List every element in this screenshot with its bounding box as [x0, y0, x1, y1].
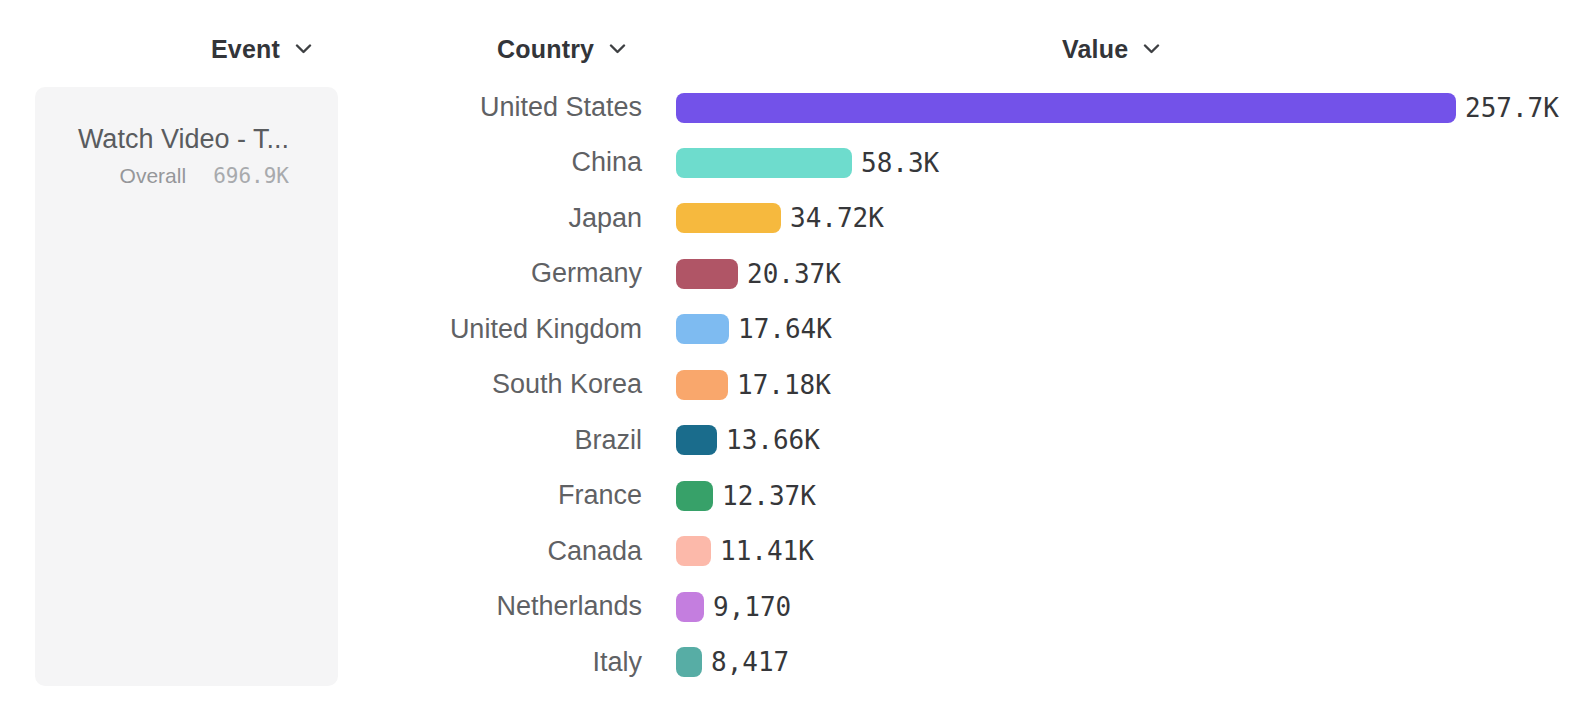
chart-row: Italy 8,417: [0, 634, 1584, 690]
value-bar[interactable]: [676, 93, 1456, 123]
chart-row: Canada 11.41K: [0, 523, 1584, 579]
value-label: 12.37K: [722, 481, 816, 511]
column-header-event-label: Event: [211, 35, 280, 64]
value-label: 9,170: [713, 592, 791, 622]
value-bar[interactable]: [676, 370, 728, 400]
chart-row: Brazil 13.66K: [0, 412, 1584, 468]
country-label: China: [0, 135, 642, 191]
chart-row: United States 257.7K: [0, 80, 1584, 136]
country-label: Netherlands: [0, 579, 642, 635]
country-label: France: [0, 468, 642, 524]
value-bar[interactable]: [676, 148, 852, 178]
chart-row: South Korea 17.18K: [0, 357, 1584, 413]
column-header-value-label: Value: [1062, 35, 1128, 64]
country-label: Germany: [0, 246, 642, 302]
country-label: South Korea: [0, 357, 642, 413]
chart-row: United Kingdom 17.64K: [0, 301, 1584, 357]
column-header-country-label: Country: [497, 35, 594, 64]
value-label: 20.37K: [747, 259, 841, 289]
value-label: 8,417: [711, 647, 789, 677]
chevron-down-icon: [1143, 44, 1160, 54]
column-header-country[interactable]: Country: [497, 36, 626, 62]
chevron-down-icon: [295, 44, 312, 54]
value-label: 34.72K: [790, 203, 884, 233]
chevron-down-icon: [609, 44, 626, 54]
value-label: 13.66K: [726, 425, 820, 455]
chart-row: Japan 34.72K: [0, 190, 1584, 246]
value-label: 58.3K: [861, 148, 939, 178]
country-label: Brazil: [0, 412, 642, 468]
value-label: 257.7K: [1465, 93, 1559, 123]
value-label: 17.18K: [737, 370, 831, 400]
chart-row: China 58.3K: [0, 135, 1584, 191]
country-label: Italy: [0, 634, 642, 690]
country-label: Canada: [0, 523, 642, 579]
value-bar[interactable]: [676, 592, 704, 622]
chart-row: Netherlands 9,170: [0, 579, 1584, 635]
chart-row: Germany 20.37K: [0, 246, 1584, 302]
value-bar[interactable]: [676, 647, 702, 677]
value-label: 17.64K: [738, 314, 832, 344]
value-bar[interactable]: [676, 425, 717, 455]
value-bar[interactable]: [676, 314, 729, 344]
column-header-value[interactable]: Value: [1062, 36, 1160, 62]
value-bar[interactable]: [676, 259, 738, 289]
column-header-event[interactable]: Event: [211, 36, 312, 62]
country-label: United States: [0, 80, 642, 136]
value-bar[interactable]: [676, 536, 711, 566]
value-bar[interactable]: [676, 203, 781, 233]
country-label: Japan: [0, 190, 642, 246]
chart-row: France 12.37K: [0, 468, 1584, 524]
country-label: United Kingdom: [0, 301, 642, 357]
value-bar[interactable]: [676, 481, 713, 511]
value-label: 11.41K: [720, 536, 814, 566]
